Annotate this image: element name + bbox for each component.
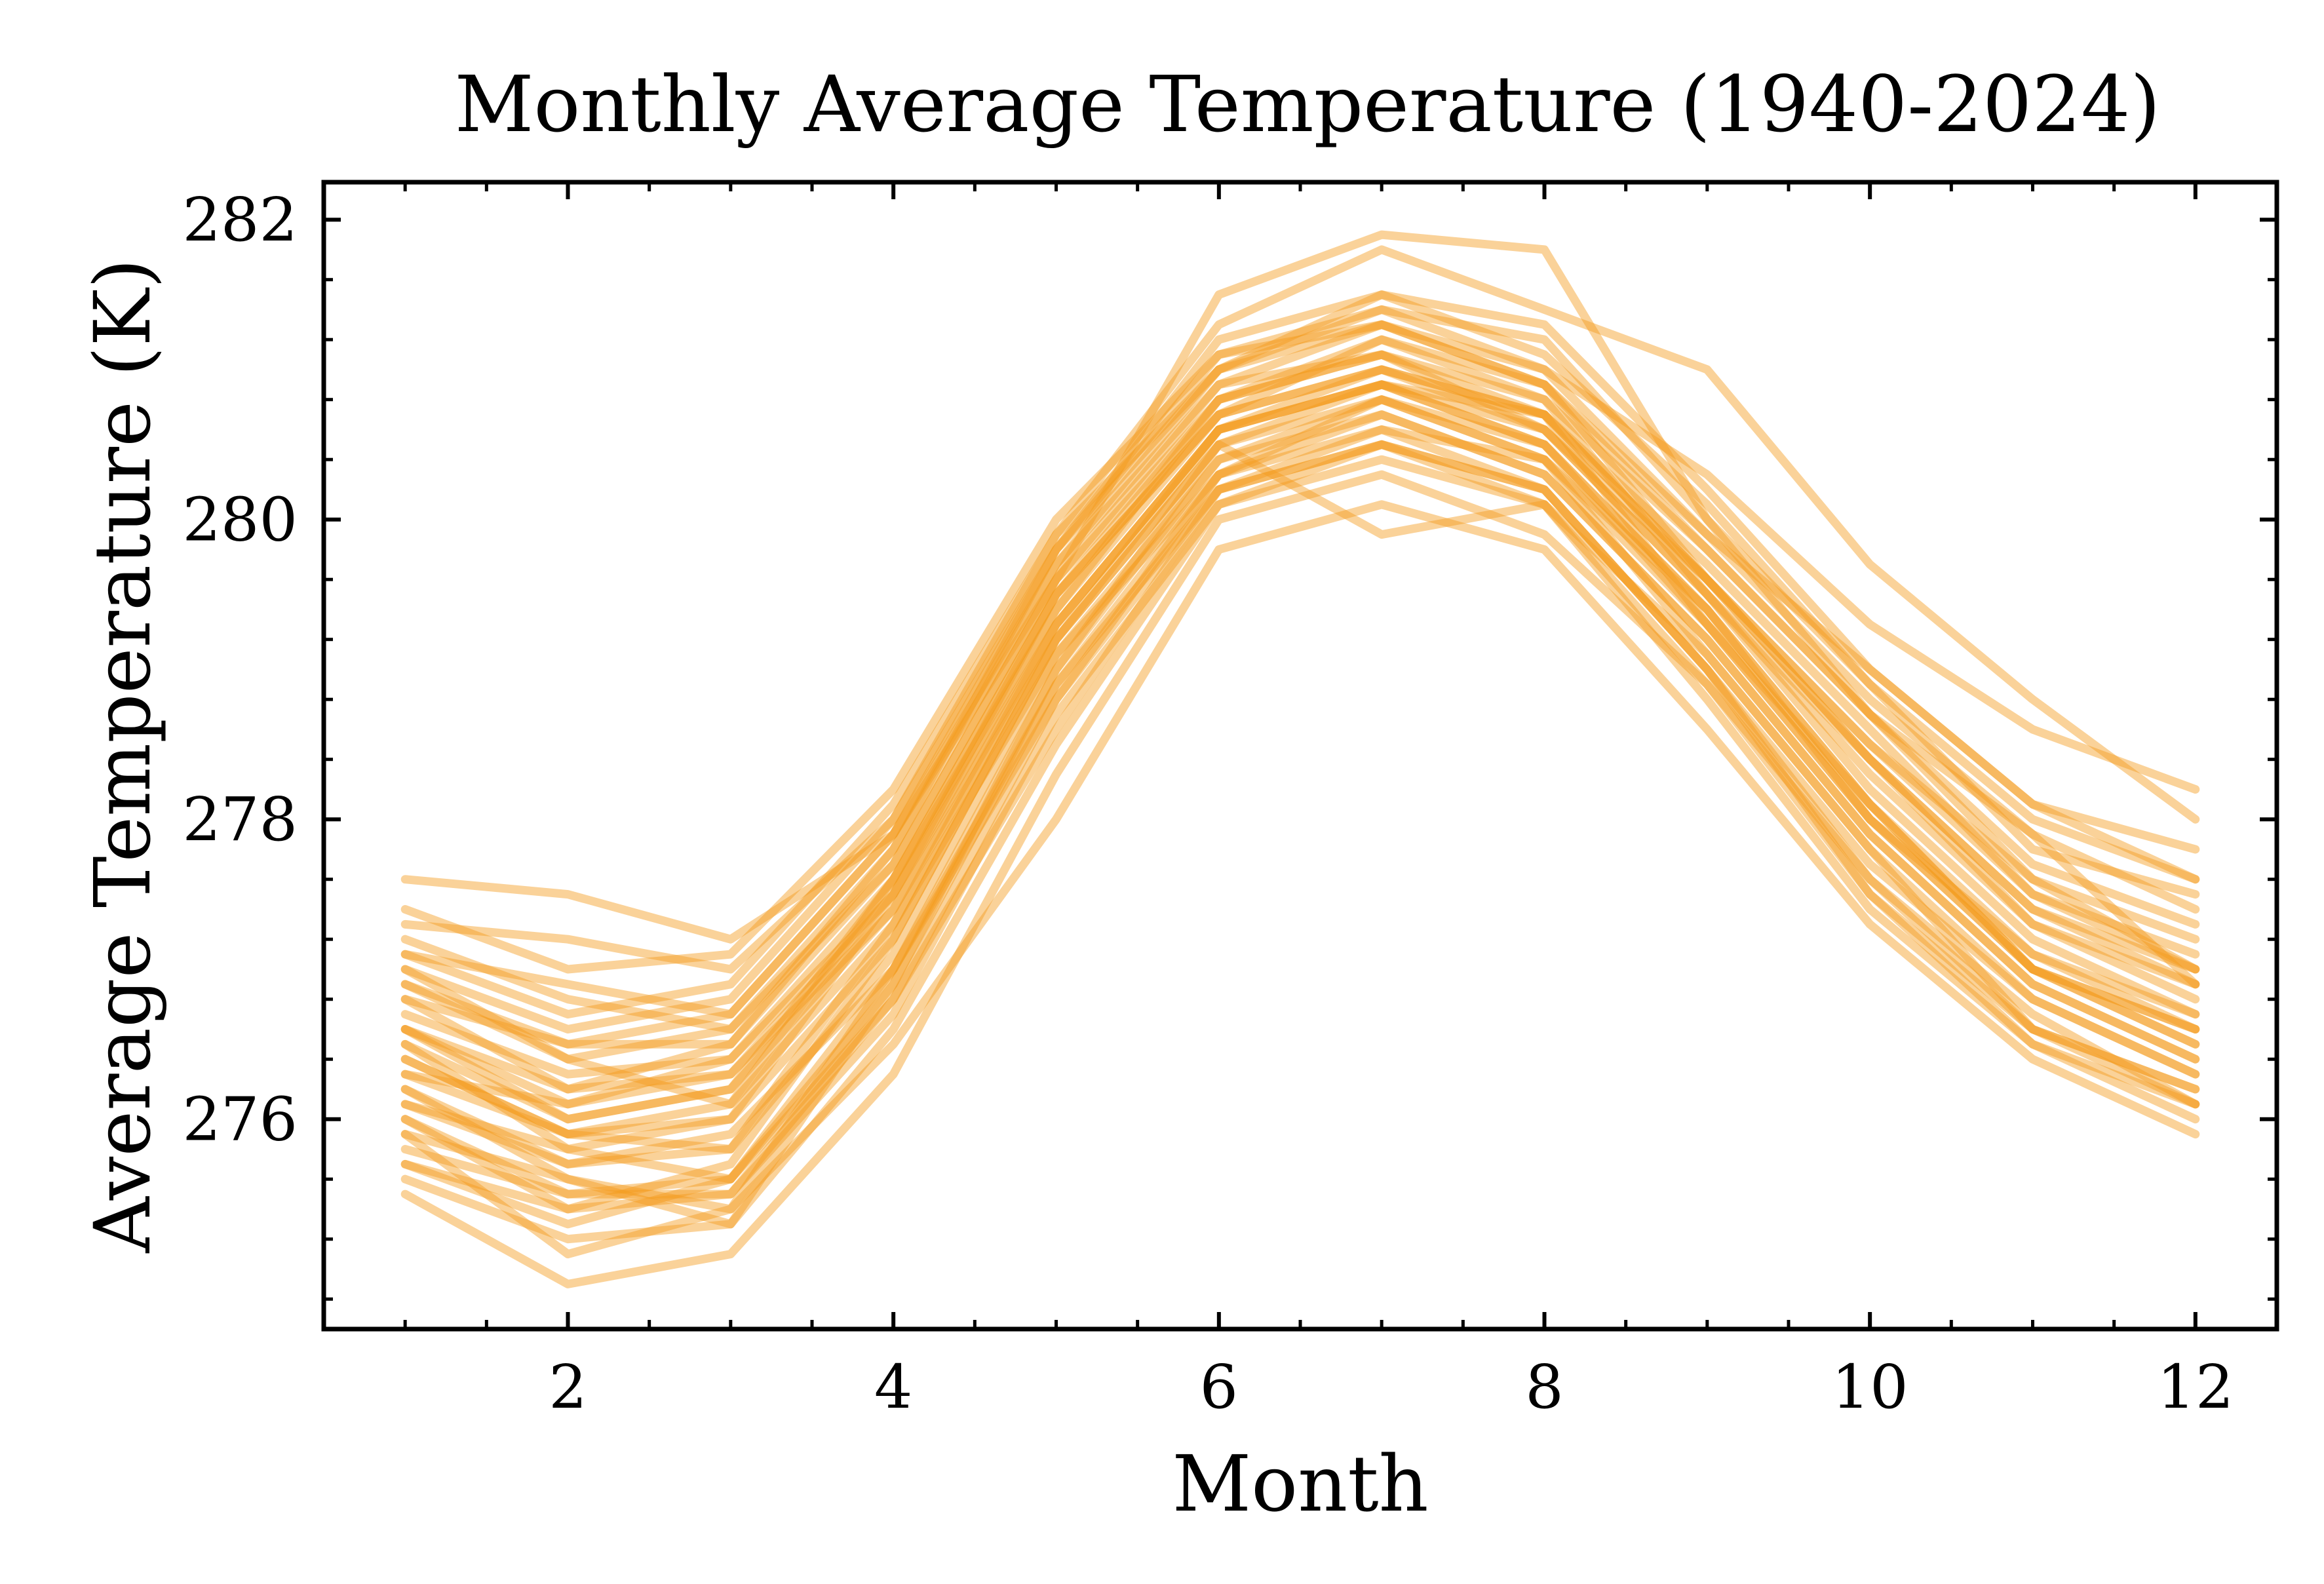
series-line-35	[400, 350, 2200, 1109]
series-line-11	[400, 410, 2200, 1214]
series-line-6	[400, 305, 2200, 1019]
series-line-21	[400, 380, 2200, 1214]
series-line-16	[400, 395, 2200, 1169]
x-tick-label: 2	[549, 1352, 587, 1422]
y-tick-label: 280	[182, 485, 298, 555]
series-line-33	[400, 380, 2200, 1139]
series-line-4	[400, 350, 2200, 1094]
series-line-14	[400, 365, 2200, 1153]
series-line-17	[400, 365, 2200, 1079]
series-line-31	[400, 395, 2200, 1184]
series-line-26	[400, 425, 2200, 1169]
series-line-25	[400, 380, 2200, 1094]
series-line-24	[400, 440, 2200, 1199]
series-line-28	[400, 440, 2200, 1229]
series-group	[400, 230, 2200, 1288]
series-line-8	[400, 395, 2200, 1124]
series-line-29	[400, 365, 2200, 1124]
series-line-3	[400, 380, 2200, 1153]
chart-title: Monthly Average Temperature (1940-2024)	[455, 59, 2161, 149]
series-line-32	[400, 290, 2200, 1019]
x-tick-label: 12	[2157, 1352, 2234, 1422]
series-line-15	[400, 290, 2200, 1033]
series-line-13	[400, 440, 2200, 1229]
y-tick-label: 276	[182, 1085, 298, 1155]
series-line-5	[400, 470, 2200, 1288]
series-line-30	[400, 320, 2200, 1049]
series-line-27	[400, 335, 2200, 1064]
series-line-10	[400, 320, 2200, 974]
series-line-12	[400, 320, 2200, 1049]
x-tick-label: 8	[1525, 1352, 1564, 1422]
series-line-20	[400, 245, 2200, 974]
y-tick-label: 278	[182, 784, 298, 855]
x-tick-label: 4	[874, 1352, 913, 1422]
series-line-19	[400, 350, 2200, 1109]
y-axis: 276 278 280 282	[182, 185, 2277, 1301]
y-tick-label: 282	[182, 185, 298, 255]
x-axis: 2 4 6 8 10 12	[403, 182, 2234, 1422]
series-line-22	[400, 410, 2200, 1139]
series-line-18	[400, 455, 2200, 1244]
series-line-9	[400, 500, 2200, 1259]
series-line-2	[400, 335, 2200, 1109]
x-axis-label: Month	[1172, 1439, 1428, 1529]
series-line-7	[400, 425, 2200, 1199]
x-tick-label: 10	[1832, 1352, 1908, 1422]
series-line-23	[400, 305, 2200, 1033]
series-line-34	[400, 440, 2200, 1214]
y-axis-label: Average Temperature (K)	[77, 258, 168, 1253]
series-line-1	[400, 230, 2200, 989]
x-tick-label: 6	[1200, 1352, 1239, 1422]
